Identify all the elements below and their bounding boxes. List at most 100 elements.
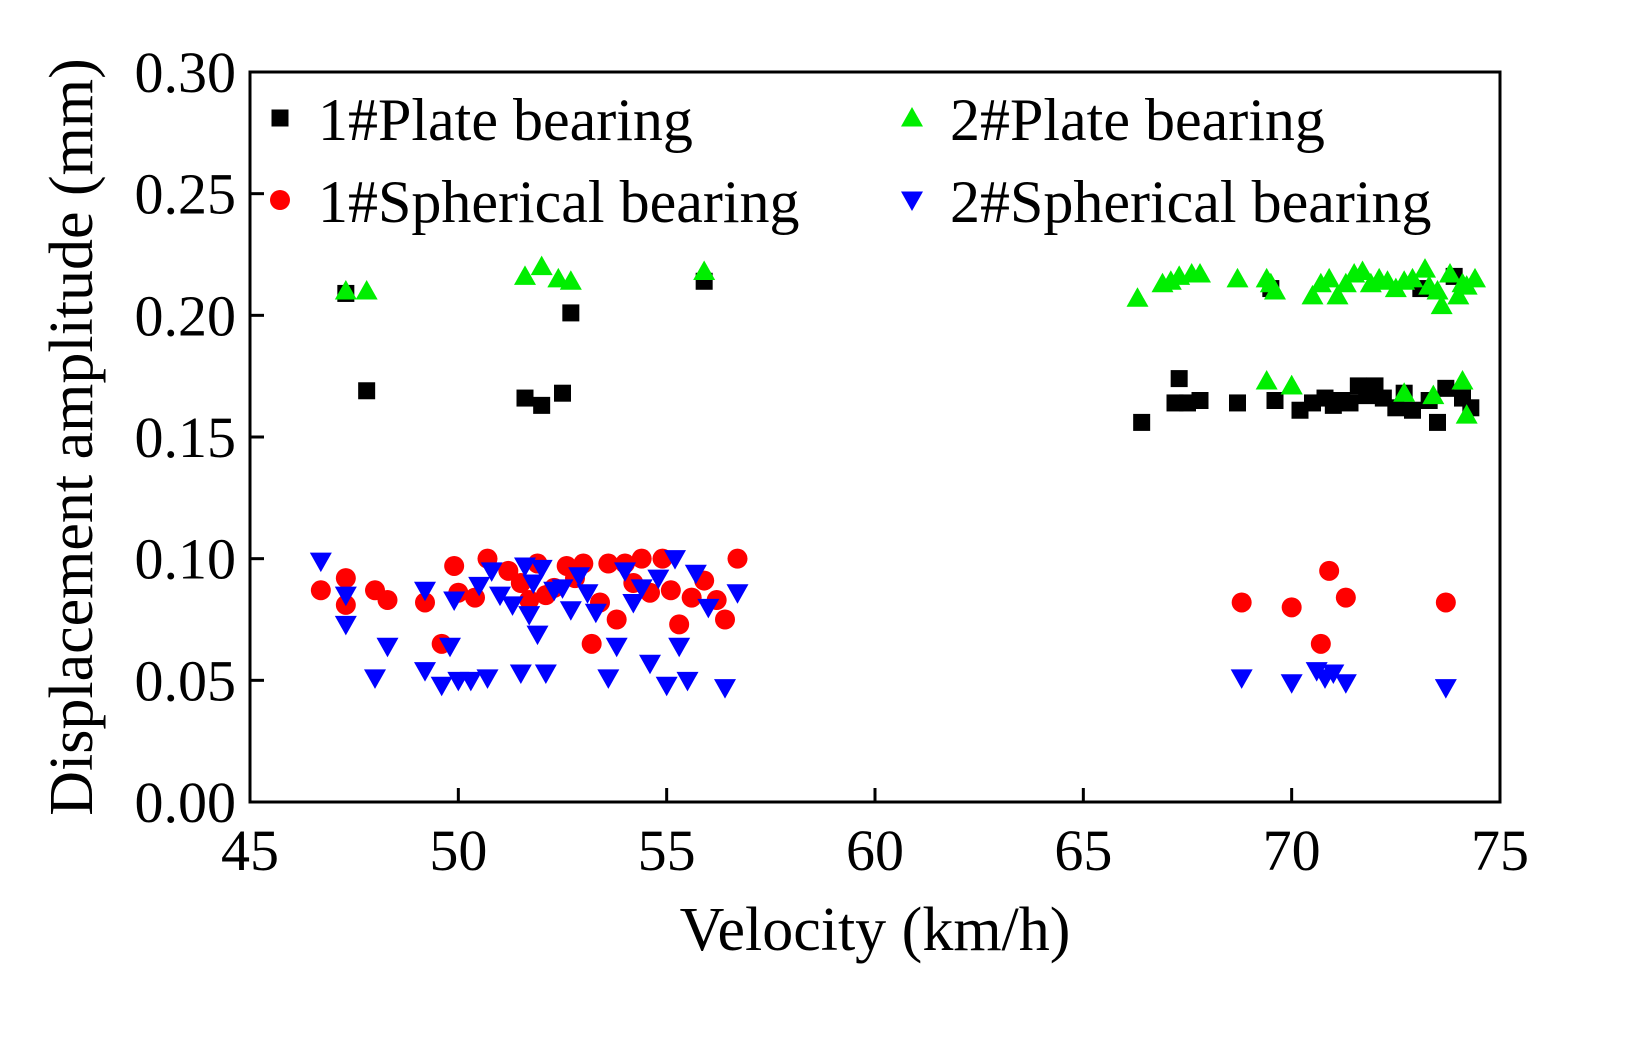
data-point [1341,394,1359,412]
data-point [1319,560,1340,581]
data-point [1231,592,1252,613]
data-point [622,593,645,614]
x-tick-label: 70 [1263,818,1321,883]
data-point [605,637,628,658]
data-point [676,671,699,692]
data-point [443,591,466,612]
data-point [534,664,557,685]
y-tick-label: 0.30 [135,40,237,105]
legend-item-2-spherical-bearing: 2#Spherical bearing [901,169,1432,235]
data-point [668,637,691,658]
data-point [684,564,707,585]
data-point [1191,392,1209,409]
legend-label-1-plate-bearing: 1#Plate bearing [318,87,693,153]
data-point [533,396,551,414]
data-point [1301,284,1324,305]
data-point [377,590,398,611]
data-point [1429,413,1446,431]
data-point [1255,370,1278,390]
data-point [430,676,453,697]
data-point [1351,260,1374,281]
data-point [715,609,735,630]
data-point [727,548,748,569]
data-point [639,654,661,675]
data-point [1310,633,1331,654]
x-tick-label: 60 [846,818,904,883]
data-point [1387,399,1405,417]
data-points [309,255,1486,699]
y-tick-label: 0.20 [135,283,237,348]
legend-label-2-spherical-bearing: 2#Spherical bearing [950,169,1432,235]
data-point [576,584,599,604]
data-point [660,580,681,601]
data-point [519,590,540,611]
data-point [1229,394,1246,412]
data-point [1280,374,1303,395]
data-point [530,559,553,580]
legend-item-1-spherical-bearing: 1#Spherical bearing [270,169,800,235]
data-point [439,637,461,658]
data-point [1401,267,1424,288]
data-point [597,669,620,689]
legend-marker-2-spherical-bearing [901,191,923,211]
legend-label-1-spherical-bearing: 1#Spherical bearing [318,169,800,235]
data-point [309,552,332,573]
data-point [1435,592,1456,613]
data-point [1326,284,1349,305]
data-point [1264,280,1286,300]
data-point [364,669,386,689]
data-point [584,603,607,624]
data-point [655,676,678,697]
data-point [1280,674,1303,694]
data-point [614,562,636,582]
data-point [681,587,702,608]
y-tick-label: 0.15 [135,405,237,470]
y-tick-label: 0.10 [135,527,237,592]
data-point [562,304,580,322]
data-point [468,576,491,597]
data-point [358,382,376,400]
y-tick-label: 0.05 [135,648,237,713]
data-point [1404,401,1421,419]
data-point [1334,674,1357,694]
data-point [1393,382,1416,402]
data-point [1451,370,1474,390]
data-point [598,553,619,574]
data-point [1335,587,1356,608]
data-point [1318,267,1341,288]
data-point [355,280,378,300]
y-axis-title: Displacement amplitude (mm) [38,58,106,816]
legend-item-2-plate-bearing: 2#Plate bearing [901,87,1325,153]
data-point [518,606,541,626]
legend-marker-1-plate-bearing [271,109,289,127]
data-point [647,569,670,590]
data-point [581,633,602,654]
data-point [1322,664,1345,685]
data-point [551,579,574,599]
data-point [1133,413,1151,431]
data-point [554,384,571,402]
data-point [501,596,524,616]
data-point [630,579,653,599]
data-point [559,270,582,290]
x-tick-label: 50 [429,818,487,883]
x-tick-label: 45 [221,818,279,883]
data-point [498,560,519,581]
data-point [1455,404,1478,424]
data-point [664,550,686,570]
data-point [606,609,627,630]
data-point [1437,379,1455,397]
data-point [1439,262,1461,283]
data-point [559,601,582,621]
data-point [1464,267,1486,288]
data-point [1226,267,1249,288]
data-point [480,562,503,582]
data-point [376,637,399,658]
data-point [514,265,536,285]
data-point [514,557,536,577]
axis-ticks: 45 50 55 60 65 70 75 0.00 0.05 0.10 0.15 0.20 0.25 0.… [135,40,1530,883]
data-point [1189,262,1211,283]
data-point [509,664,532,685]
data-point [522,574,545,594]
